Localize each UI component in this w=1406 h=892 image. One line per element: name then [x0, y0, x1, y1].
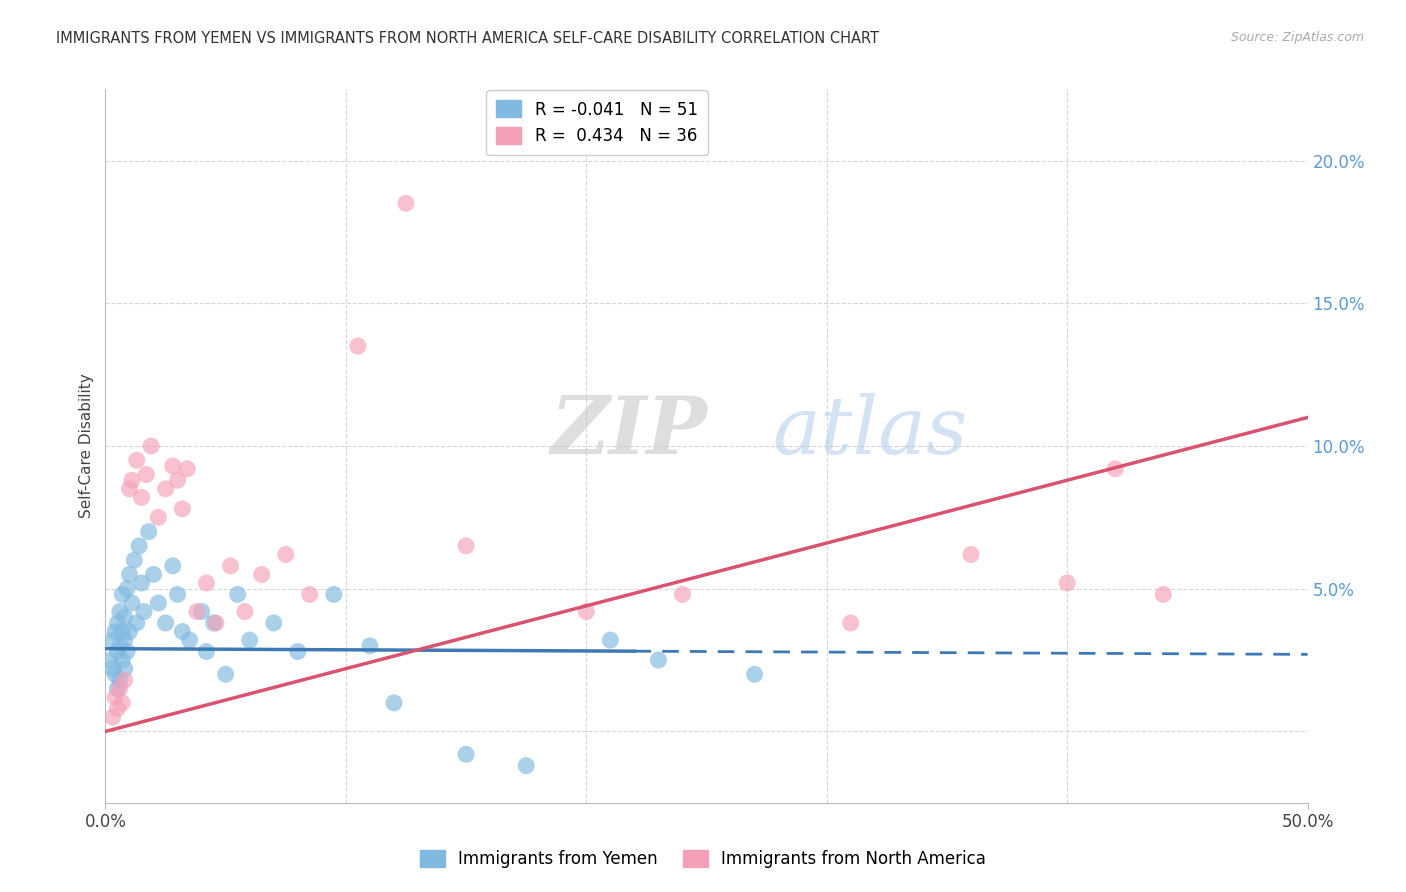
- Point: [111, 587, 134, 601]
- Point: [263, 615, 285, 630]
- Point: [1152, 587, 1174, 601]
- Point: [111, 696, 134, 710]
- Point: [101, 633, 124, 648]
- Point: [125, 615, 148, 630]
- Point: [250, 567, 273, 582]
- Point: [298, 587, 321, 601]
- Point: [195, 576, 218, 591]
- Point: [515, 758, 537, 772]
- Point: [454, 539, 477, 553]
- Point: [107, 615, 129, 630]
- Legend: Immigrants from Yemen, Immigrants from North America: Immigrants from Yemen, Immigrants from N…: [413, 843, 993, 875]
- Point: [647, 653, 669, 667]
- Point: [219, 558, 242, 573]
- Point: [186, 605, 208, 619]
- Point: [960, 548, 983, 562]
- Point: [155, 482, 177, 496]
- Point: [671, 587, 693, 601]
- Text: Source: ZipAtlas.com: Source: ZipAtlas.com: [1230, 31, 1364, 45]
- Point: [205, 615, 228, 630]
- Point: [132, 605, 155, 619]
- Point: [575, 605, 598, 619]
- Point: [359, 639, 381, 653]
- Point: [118, 567, 141, 582]
- Point: [118, 482, 141, 496]
- Point: [599, 633, 621, 648]
- Point: [114, 662, 136, 676]
- Point: [107, 644, 129, 658]
- Point: [347, 339, 370, 353]
- Text: IMMIGRANTS FROM YEMEN VS IMMIGRANTS FROM NORTH AMERICA SELF-CARE DISABILITY CORR: IMMIGRANTS FROM YEMEN VS IMMIGRANTS FROM…: [56, 31, 879, 46]
- Point: [202, 615, 225, 630]
- Point: [226, 587, 249, 601]
- Point: [166, 473, 188, 487]
- Point: [395, 196, 418, 211]
- Point: [195, 644, 218, 658]
- Point: [172, 624, 194, 639]
- Point: [214, 667, 236, 681]
- Point: [142, 567, 165, 582]
- Point: [454, 747, 477, 762]
- Point: [107, 701, 129, 715]
- Point: [98, 653, 121, 667]
- Point: [138, 524, 160, 539]
- Point: [118, 624, 141, 639]
- Point: [1056, 576, 1078, 591]
- Point: [121, 596, 143, 610]
- Point: [155, 615, 177, 630]
- Point: [839, 615, 862, 630]
- Point: [124, 553, 146, 567]
- Point: [172, 501, 194, 516]
- Point: [382, 696, 405, 710]
- Point: [121, 473, 143, 487]
- Point: [101, 710, 124, 724]
- Point: [108, 605, 131, 619]
- Point: [162, 558, 184, 573]
- Point: [104, 624, 127, 639]
- Point: [322, 587, 344, 601]
- Text: ZIP: ZIP: [550, 393, 707, 470]
- Legend: R = -0.041   N = 51, R =  0.434   N = 36: R = -0.041 N = 51, R = 0.434 N = 36: [486, 90, 707, 155]
- Point: [744, 667, 766, 681]
- Point: [274, 548, 297, 562]
- Point: [176, 462, 198, 476]
- Point: [135, 467, 157, 482]
- Point: [125, 453, 148, 467]
- Point: [148, 596, 170, 610]
- Point: [101, 662, 124, 676]
- Point: [114, 610, 136, 624]
- Point: [131, 576, 153, 591]
- Text: atlas: atlas: [773, 393, 967, 470]
- Point: [111, 653, 134, 667]
- Point: [107, 681, 129, 696]
- Point: [1104, 462, 1126, 476]
- Point: [233, 605, 256, 619]
- Point: [162, 458, 184, 473]
- Point: [131, 491, 153, 505]
- Point: [114, 633, 136, 648]
- Point: [104, 667, 127, 681]
- Point: [166, 587, 188, 601]
- Y-axis label: Self-Care Disability: Self-Care Disability: [79, 374, 94, 518]
- Point: [190, 605, 212, 619]
- Point: [111, 624, 134, 639]
- Point: [239, 633, 262, 648]
- Point: [114, 673, 136, 687]
- Point: [128, 539, 150, 553]
- Point: [115, 582, 138, 596]
- Point: [179, 633, 201, 648]
- Point: [287, 644, 309, 658]
- Point: [108, 639, 131, 653]
- Point: [148, 510, 170, 524]
- Point: [139, 439, 162, 453]
- Point: [108, 673, 131, 687]
- Point: [115, 644, 138, 658]
- Point: [104, 690, 127, 705]
- Point: [108, 681, 131, 696]
